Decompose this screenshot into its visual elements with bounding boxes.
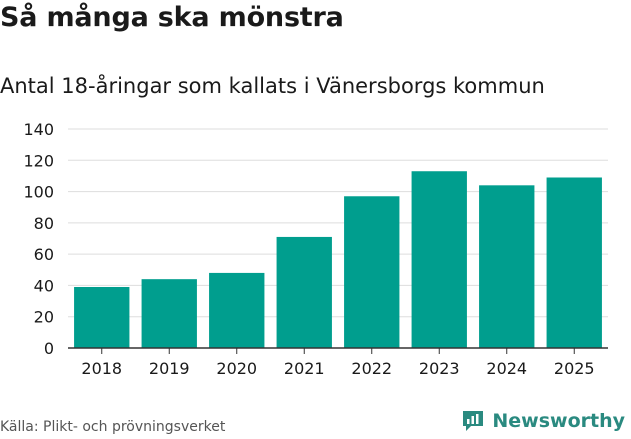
y-axis-ticks: 0 20 40 60 80 100 120 140 [23,120,54,358]
brand-logo: Newsworthy [460,408,625,434]
y-tick-label: 20 [34,308,54,327]
x-tick-label: 2024 [486,359,527,378]
x-tick-label: 2023 [419,359,460,378]
bar-2025 [546,177,602,348]
bars [74,171,602,348]
y-tick-label: 80 [34,214,54,233]
bar-2024 [479,185,535,348]
y-tick-label: 100 [23,183,54,202]
y-tick-label: 120 [23,151,54,170]
bar-2018 [74,286,130,348]
x-tick-label: 2020 [216,359,257,378]
x-tick-label: 2021 [284,359,325,378]
bar-2022 [344,196,400,348]
x-tick-label: 2019 [149,359,190,378]
y-tick-label: 40 [34,276,54,295]
newsworthy-logo-icon [463,411,484,431]
x-tick-label: 2022 [351,359,392,378]
bar-2020 [209,272,265,348]
brand-name: Newsworthy [492,410,625,432]
chart-subtitle: Antal 18-åringar som kallats i Vänersbor… [0,74,545,98]
chart-title: Så många ska mönstra [0,2,344,33]
bar-2021 [276,236,332,348]
x-tick-label: 2025 [554,359,595,378]
x-tick-label: 2018 [81,359,122,378]
bar-2023 [411,171,467,348]
source-note: Källa: Plikt- och prövningsverket [0,419,226,435]
y-tick-label: 0 [44,339,54,358]
x-axis-ticks: 2018 2019 2020 2021 2022 2023 2024 2025 [81,348,595,378]
y-tick-label: 140 [23,120,54,139]
y-tick-label: 60 [34,245,54,264]
bar-2019 [141,279,197,348]
